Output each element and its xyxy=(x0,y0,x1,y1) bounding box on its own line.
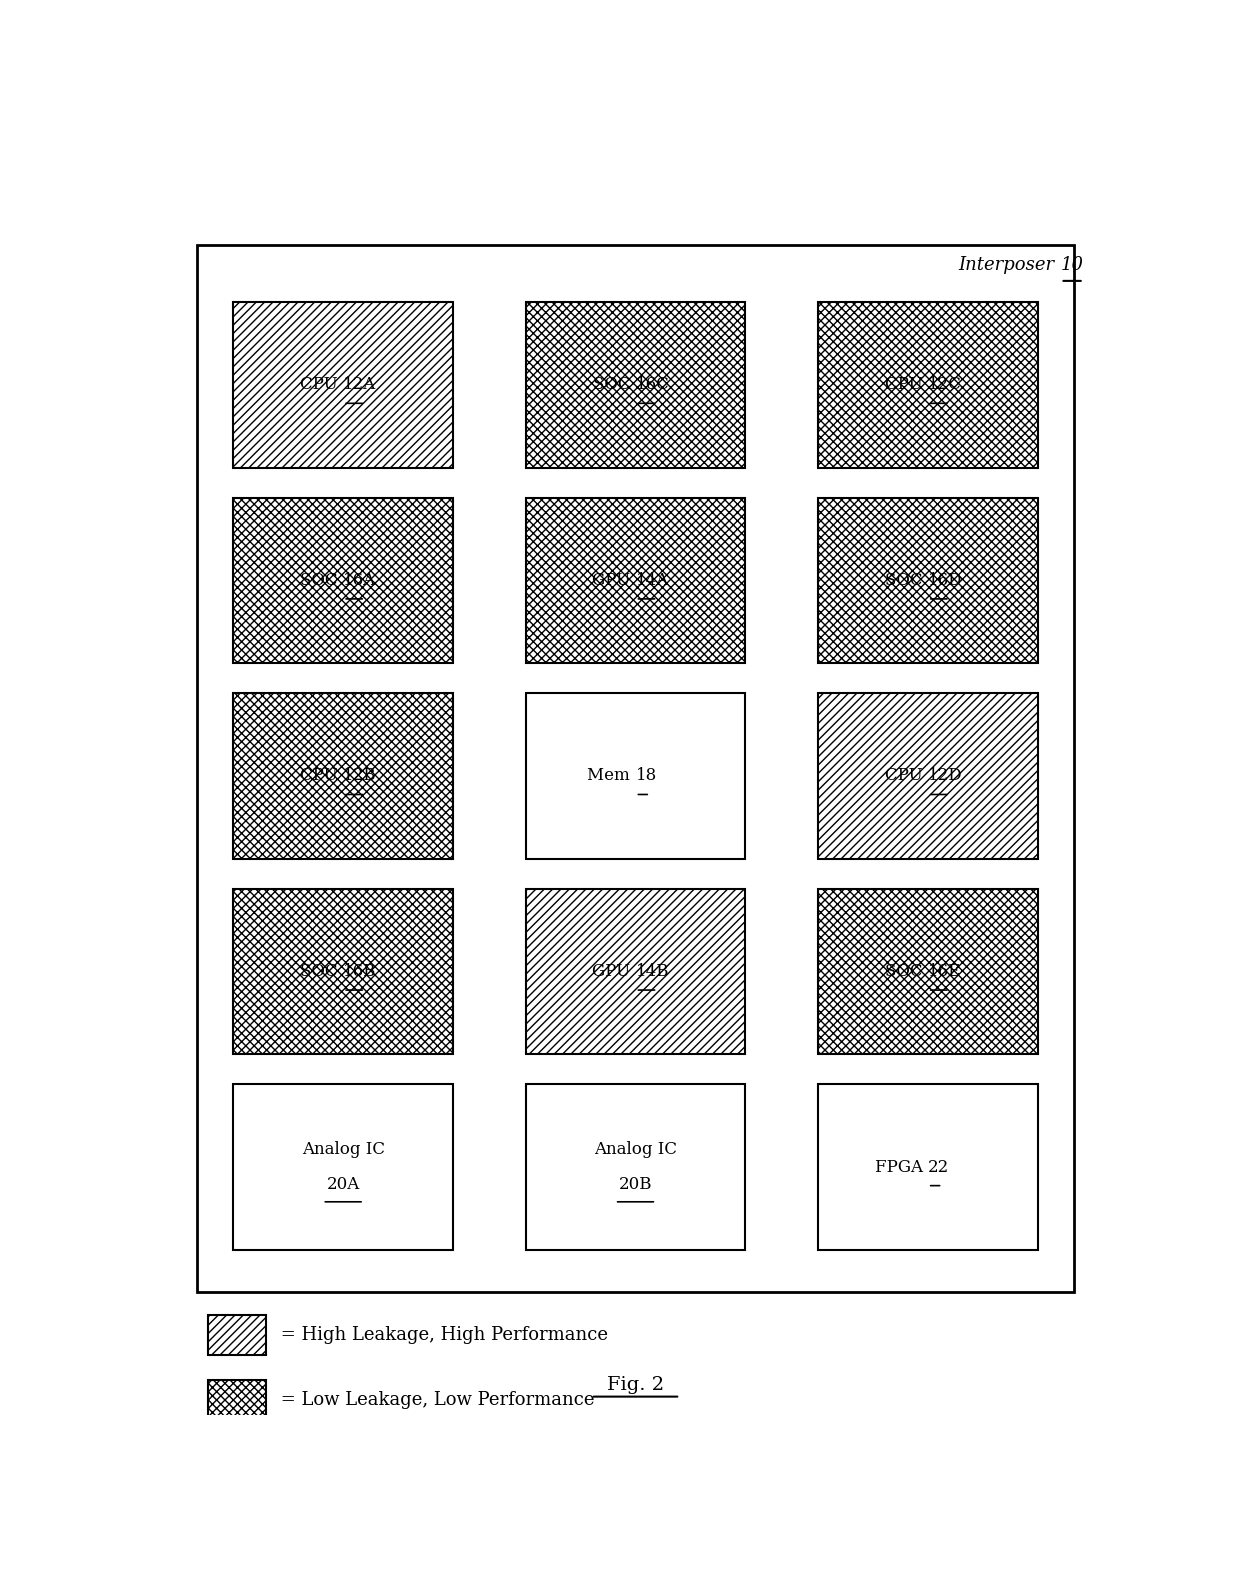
Bar xyxy=(526,889,745,1054)
Text: 12C: 12C xyxy=(928,377,962,393)
Text: = High Leakage, High Performance: = High Leakage, High Performance xyxy=(275,1326,608,1344)
Bar xyxy=(818,693,1038,859)
Bar xyxy=(818,889,1038,1054)
Bar xyxy=(526,1084,745,1250)
Text: 12A: 12A xyxy=(343,377,377,393)
Text: 20B: 20B xyxy=(619,1177,652,1194)
Bar xyxy=(233,1084,453,1250)
Text: 12D: 12D xyxy=(928,768,962,784)
Bar xyxy=(818,302,1038,467)
Text: 16A: 16A xyxy=(343,572,376,588)
Text: = Low Leakage, Low Performance: = Low Leakage, Low Performance xyxy=(275,1391,595,1409)
Text: GPU: GPU xyxy=(593,572,635,588)
Text: FPGA: FPGA xyxy=(874,1159,928,1175)
Text: 16D: 16D xyxy=(928,572,962,588)
Bar xyxy=(233,302,453,467)
Text: SOC: SOC xyxy=(885,572,928,588)
Text: 14A: 14A xyxy=(635,572,668,588)
Text: Analog IC: Analog IC xyxy=(301,1142,384,1158)
Text: SOC: SOC xyxy=(885,964,928,979)
Text: Analog IC: Analog IC xyxy=(594,1142,677,1158)
Text: 14B: 14B xyxy=(635,964,670,979)
Text: CPU: CPU xyxy=(885,768,928,784)
Text: 20A: 20A xyxy=(326,1177,360,1194)
Text: 22: 22 xyxy=(928,1159,949,1175)
Text: CPU: CPU xyxy=(885,377,928,393)
Bar xyxy=(818,1084,1038,1250)
Text: 16B: 16B xyxy=(343,964,377,979)
Bar xyxy=(233,889,453,1054)
Bar xyxy=(818,498,1038,663)
Bar xyxy=(526,302,745,467)
Bar xyxy=(526,693,745,859)
Text: CPU: CPU xyxy=(300,768,343,784)
Text: Interposer: Interposer xyxy=(959,256,1060,273)
Text: SOC: SOC xyxy=(593,377,635,393)
Bar xyxy=(233,498,453,663)
Text: Mem: Mem xyxy=(588,768,635,784)
Text: SOC: SOC xyxy=(300,572,343,588)
Bar xyxy=(526,498,745,663)
Bar xyxy=(208,1315,265,1355)
Text: 16C: 16C xyxy=(635,377,670,393)
Bar xyxy=(208,1380,265,1420)
Text: GPU: GPU xyxy=(593,964,635,979)
Bar xyxy=(233,693,453,859)
Text: CPU: CPU xyxy=(300,377,343,393)
Text: Fig. 2: Fig. 2 xyxy=(606,1375,665,1393)
Text: 12B: 12B xyxy=(343,768,377,784)
Text: 18: 18 xyxy=(635,768,657,784)
Text: 16E: 16E xyxy=(928,964,961,979)
Bar xyxy=(197,245,1074,1293)
Text: 10: 10 xyxy=(1060,256,1084,273)
Text: SOC: SOC xyxy=(300,964,343,979)
